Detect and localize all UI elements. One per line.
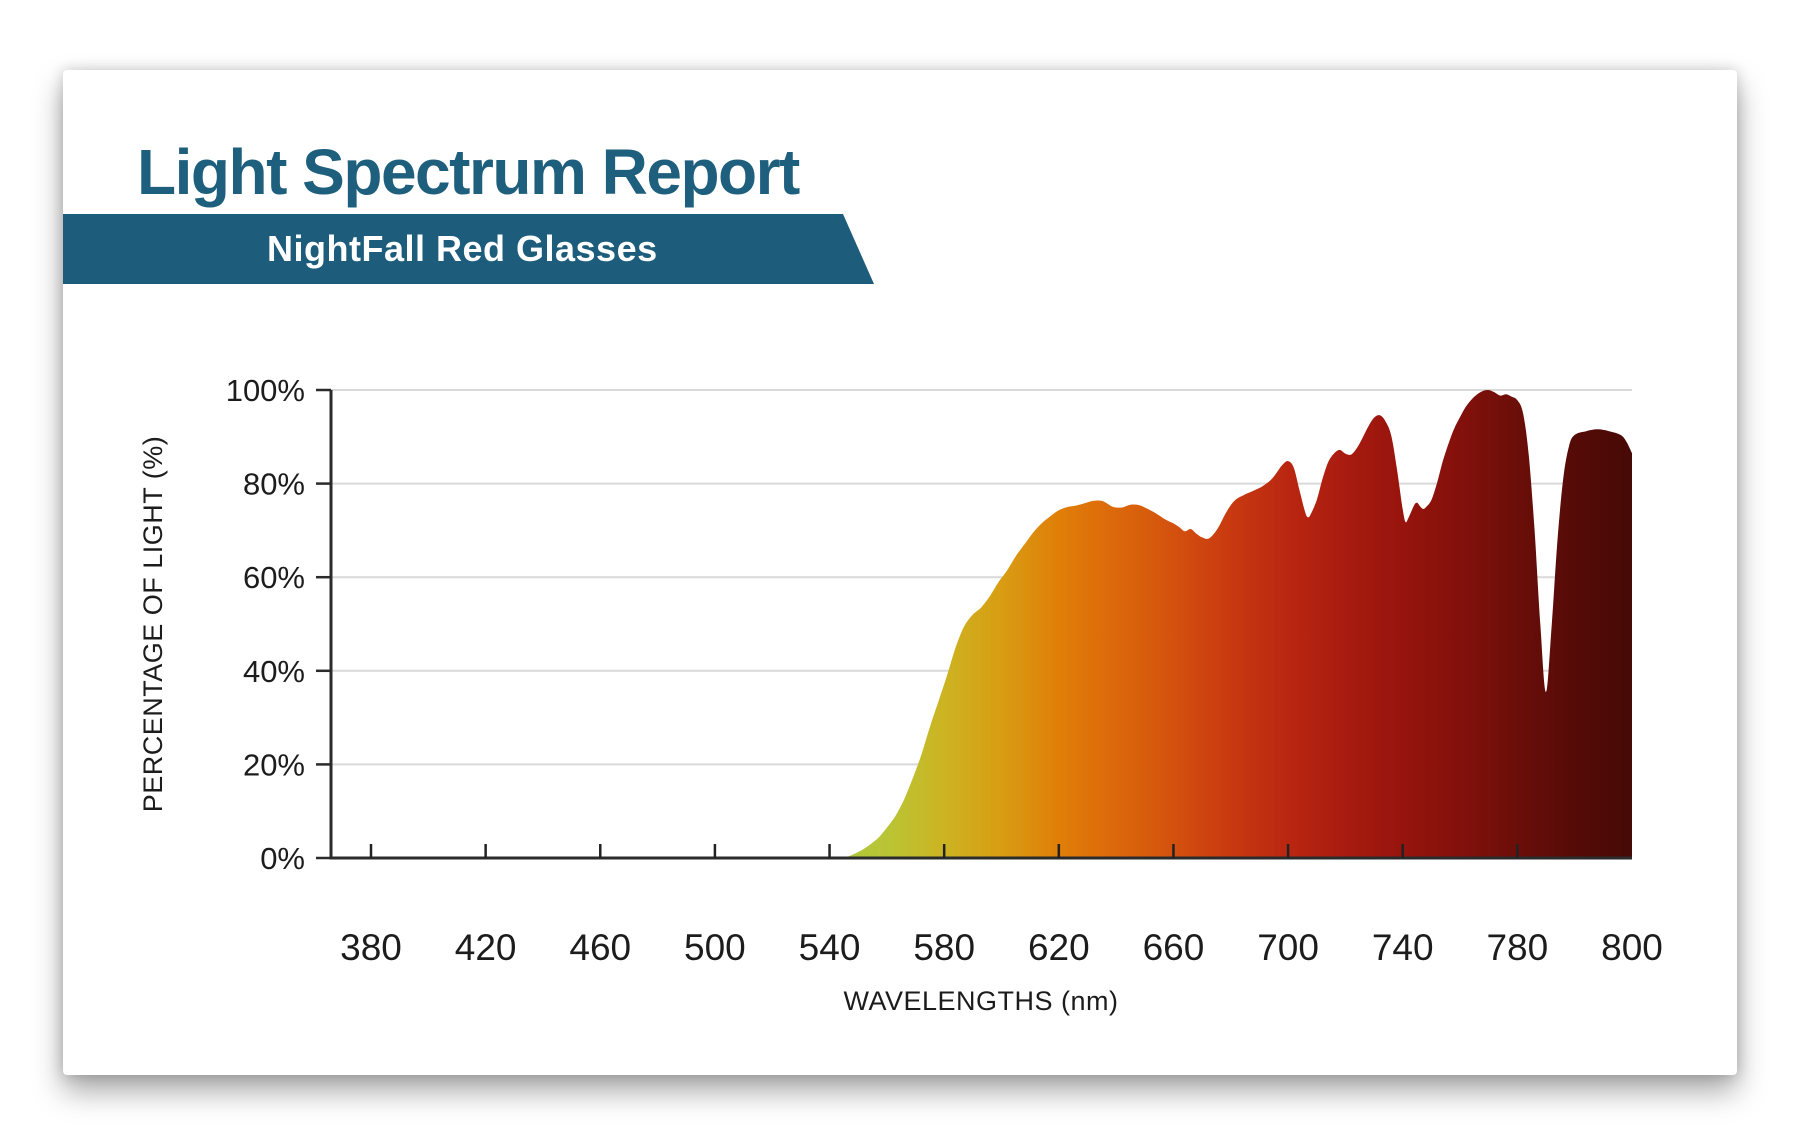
x-tick-label-620: 620 [1028, 927, 1090, 968]
x-axis-ticks [369, 844, 1519, 858]
chart-area: 0% 20% 40% 60% 80% 100% 380 420 460 500 540 580 620… [63, 70, 1737, 1075]
x-tick-label-380: 380 [340, 927, 402, 968]
spectrum-chart: 0% 20% 40% 60% 80% 100% 380 420 460 500 540 580 620… [138, 373, 1663, 1016]
y-axis-tick-labels: 0% 20% 40% 60% 80% 100% [226, 373, 305, 876]
x-tick-label-460: 460 [569, 927, 631, 968]
report-card: Light Spectrum Report NightFall Red Glas… [63, 70, 1737, 1075]
x-tick-label-580: 580 [913, 927, 975, 968]
x-tick-label-420: 420 [455, 927, 517, 968]
x-tick-label-500: 500 [684, 927, 746, 968]
x-tick-label-740: 740 [1372, 927, 1434, 968]
spectrum-area-fill [843, 390, 1632, 858]
y-tick-label-100: 100% [226, 373, 305, 408]
x-tick-label-800: 800 [1601, 927, 1663, 968]
x-tick-label-780: 780 [1486, 927, 1548, 968]
product-banner: NightFall Red Glasses [63, 214, 874, 284]
x-axis-title: WAVELENGTHS (nm) [843, 986, 1118, 1016]
y-tick-label-80: 80% [243, 467, 305, 502]
x-tick-label-540: 540 [799, 927, 861, 968]
product-banner-label: NightFall Red Glasses [267, 228, 658, 269]
x-axis-tick-labels: 380 420 460 500 540 580 620 660 700 740 780 800 [340, 927, 1663, 968]
y-axis-ticks [316, 388, 331, 860]
y-axis-title: PERCENTAGE OF LIGHT (%) [138, 436, 168, 813]
page-title: Light Spectrum Report [137, 136, 800, 208]
x-tick-label-660: 660 [1143, 927, 1205, 968]
y-tick-label-60: 60% [243, 560, 305, 595]
x-tick-label-700: 700 [1257, 927, 1319, 968]
y-tick-label-20: 20% [243, 747, 305, 782]
y-tick-label-0: 0% [260, 841, 305, 876]
y-tick-label-40: 40% [243, 654, 305, 689]
